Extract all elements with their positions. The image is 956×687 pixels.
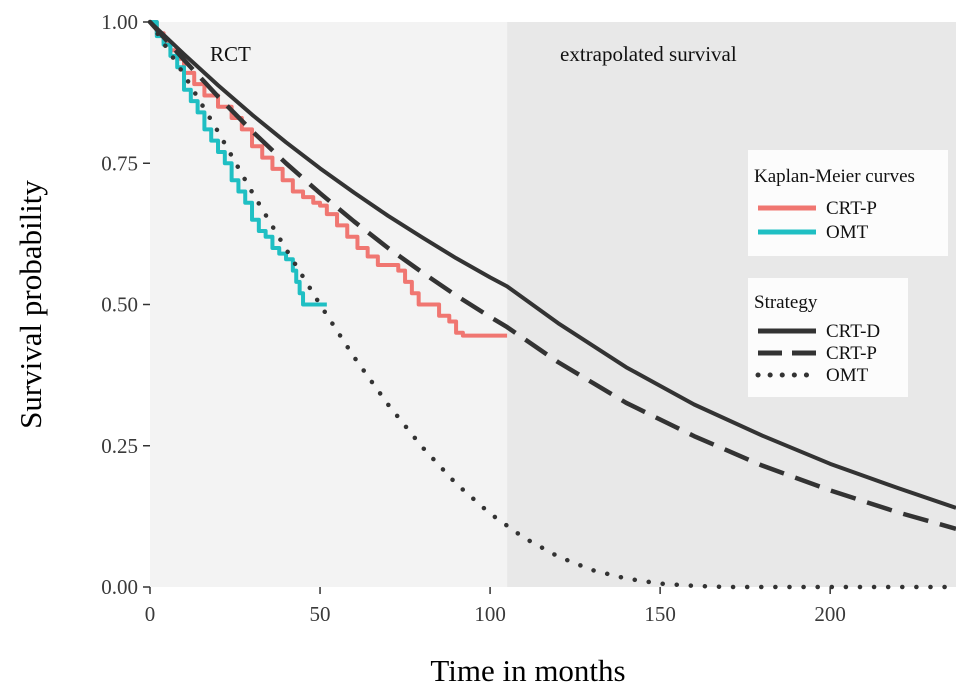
x-tick-label: 0 [145,602,156,626]
region-label-extrapolated-survival: extrapolated survival [560,42,737,66]
legend-box-strategy [748,278,908,397]
region-label-rct: RCT [210,42,251,66]
axes-layer: 0 50 100 150 200 0.00 0.25 0.50 0.75 1.00 Time in … [13,10,846,687]
x-tick-label: 200 [814,602,846,626]
legend-layer: Kaplan-Meier curvesCRT-POMTStrategyCRT-D… [748,150,948,397]
x-axis-title: Time in months [430,653,625,687]
y-tick-label: 0.75 [101,151,138,175]
series-strategy-crt-p [148,20,956,531]
legend-label-kaplan-meier-curves-crt-p: CRT-P [826,198,877,219]
legend-title-kaplan-meier-curves: Kaplan-Meier curves [754,166,915,187]
y-tick-label: 1.00 [101,10,138,34]
y-tick-label: 0.25 [101,434,138,458]
region-labels: RCT extrapolated survival [210,42,737,66]
y-tick-label: 0.50 [101,293,138,317]
x-tick-label: 150 [644,602,676,626]
legend-label-strategy-omt: OMT [826,365,869,386]
y-tick-label: 0.00 [101,575,138,599]
legend-label-strategy-crt-p: CRT-P [826,343,877,364]
legend-box-kaplan-meier-curves [748,150,948,256]
series-strategy-omt [147,19,956,590]
x-tick-label: 50 [310,602,331,626]
series-kaplan-meier-curves-crt-p [150,20,508,338]
series-layer [147,19,956,590]
x-tick-label: 100 [474,602,506,626]
y-axis-title: Survival probability [13,180,48,429]
series-strategy-crt-d [148,20,956,510]
legend-label-kaplan-meier-curves-omt: OMT [826,222,869,243]
legend-title-strategy: Strategy [754,292,818,313]
series-kaplan-meier-curves-omt [150,20,327,307]
legend-label-strategy-crt-d: CRT-D [826,321,880,342]
